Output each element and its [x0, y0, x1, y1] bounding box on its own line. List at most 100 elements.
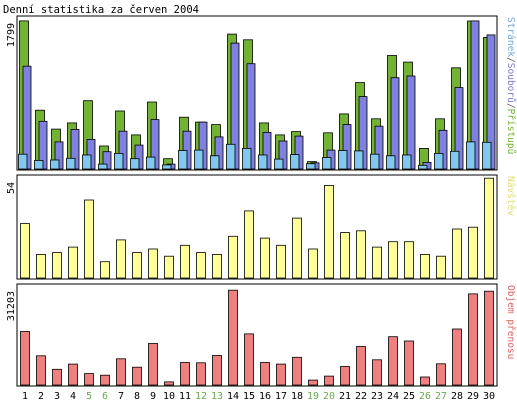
bar-objem-přenosu-day-19: [308, 379, 318, 386]
bar-souborů-day-1: [22, 65, 32, 170]
x-tick-label-day-24: 24: [387, 391, 399, 402]
bar-návštěv-day-1: [20, 223, 30, 279]
bar-stránek-day-12: [194, 149, 204, 170]
x-tick-label-day-6: 6: [102, 391, 108, 402]
bar-stránek-day-22: [354, 150, 364, 170]
bar-objem-přenosu-day-26: [420, 376, 430, 386]
y-max-label: 54: [6, 182, 17, 194]
bar-stránek-day-15: [242, 147, 252, 170]
bar-stránek-day-5: [82, 154, 92, 170]
x-tick-label-day-19: 19: [307, 391, 319, 402]
bar-návštěv-day-13: [212, 253, 222, 279]
bar-návštěv-day-2: [36, 253, 46, 279]
bar-stránek-day-21: [338, 150, 348, 170]
bar-objem-přenosu-day-18: [292, 356, 302, 386]
bar-objem-přenosu-day-4: [68, 363, 78, 386]
bar-objem-přenosu-day-6: [100, 374, 110, 386]
bar-návštěv-day-27: [436, 255, 446, 279]
bar-návštěv-day-20: [324, 184, 334, 279]
bar-objem-přenosu-day-3: [52, 368, 62, 386]
bar-objem-přenosu-day-12: [196, 362, 206, 386]
x-tick-label-day-7: 7: [118, 391, 124, 402]
bar-objem-přenosu-day-20: [324, 375, 334, 386]
x-tick-label-day-18: 18: [291, 391, 303, 402]
bar-objem-přenosu-day-30: [484, 290, 494, 386]
bar-návštěv-day-6: [100, 261, 110, 279]
legend-entry: /: [505, 57, 516, 63]
bar-objem-přenosu-day-15: [244, 333, 254, 386]
x-tick-label-day-5: 5: [86, 391, 92, 402]
bar-objem-přenosu-day-10: [164, 381, 174, 386]
bar-stránek-day-20: [322, 157, 332, 170]
x-tick-label-day-14: 14: [227, 391, 239, 402]
bar-stránek-day-4: [66, 157, 76, 170]
panel-volume: 31203 Objem přenosu: [6, 283, 516, 387]
bar-návštěv-day-17: [276, 244, 286, 279]
x-tick-label-day-16: 16: [259, 391, 271, 402]
x-tick-label-day-3: 3: [54, 391, 60, 402]
bar-stránek-day-18: [290, 154, 300, 170]
bar-stránek-day-13: [210, 155, 220, 170]
bar-stránek-day-30: [482, 141, 492, 170]
bar-objem-přenosu-day-7: [116, 358, 126, 386]
x-tick-label-day-4: 4: [70, 391, 76, 402]
bar-objem-přenosu-day-13: [212, 355, 222, 386]
bar-stránek-day-10: [162, 164, 172, 170]
bar-stránek-day-24: [386, 155, 396, 170]
bar-návštěv-day-15: [244, 210, 254, 279]
panel-traffic: 1799 Stránek/Souborů/Přístupů: [6, 15, 516, 171]
x-tick-label-day-10: 10: [163, 391, 175, 402]
bar-návštěv-day-12: [196, 252, 206, 279]
x-tick-label-day-23: 23: [371, 391, 383, 402]
bar-návštěv-day-25: [404, 241, 414, 279]
bar-stránek-day-17: [274, 158, 284, 170]
bar-stránek-day-23: [370, 153, 380, 170]
bar-stránek-day-27: [434, 152, 444, 170]
bar-návštěv-day-26: [420, 253, 430, 279]
bar-objem-přenosu-day-1: [20, 331, 30, 386]
bar-návštěv-day-21: [340, 232, 350, 279]
bar-stránek-day-6: [98, 163, 108, 170]
bar-objem-přenosu-day-14: [228, 289, 238, 386]
bar-návštěv-day-28: [452, 228, 462, 279]
x-tick-label-day-29: 29: [467, 391, 479, 402]
bar-návštěv-day-22: [356, 230, 366, 279]
x-tick-label-day-9: 9: [150, 391, 156, 402]
panel-visits: 54 Návštěv: [6, 174, 516, 280]
panel-frame: [16, 174, 498, 280]
x-axis-day-labels: 1 2 3 4 5 6 7 8 9 10 11 12 13 14 15 16 17 18 19 20 21 22 23 24 2…: [22, 391, 495, 402]
bar-souborů-day-24: [390, 77, 400, 170]
bar-objem-přenosu-day-24: [388, 336, 398, 386]
bar-objem-přenosu-day-16: [260, 362, 270, 386]
legend-entry: Přístupů: [505, 109, 516, 155]
legend-entry: Stránek: [505, 17, 516, 57]
bar-návštěv-day-14: [228, 235, 238, 279]
panel-frame: [16, 283, 498, 387]
x-tick-label-day-15: 15: [243, 391, 255, 402]
bar-návštěv-day-4: [68, 246, 78, 279]
bar-návštěv-day-16: [260, 237, 270, 279]
bar-objem-přenosu-day-11: [180, 362, 190, 386]
bar-objem-přenosu-day-5: [84, 373, 94, 386]
x-tick-label-day-1: 1: [22, 391, 28, 402]
bar-stránek-day-8: [130, 158, 140, 170]
bar-objem-přenosu-day-8: [132, 366, 142, 386]
bar-stránek-day-9: [146, 156, 156, 170]
legend: Návštěv: [505, 176, 516, 216]
bar-stránek-day-1: [18, 153, 28, 170]
bar-návštěv-day-18: [292, 217, 302, 279]
y-max-label: 1799: [6, 23, 17, 47]
bar-návštěv-day-19: [308, 248, 318, 279]
bar-objem-přenosu-day-2: [36, 355, 46, 386]
bar-návštěv-day-3: [52, 252, 62, 279]
bar-objem-přenosu-day-17: [276, 363, 286, 386]
x-tick-label-day-17: 17: [275, 391, 287, 402]
bar-návštěv-day-8: [132, 252, 142, 279]
x-tick-label-day-2: 2: [38, 391, 44, 402]
bar-objem-přenosu-day-29: [468, 293, 478, 386]
bar-stránek-day-3: [50, 159, 60, 170]
bar-návštěv-day-11: [180, 244, 190, 279]
x-tick-label-day-20: 20: [323, 391, 335, 402]
